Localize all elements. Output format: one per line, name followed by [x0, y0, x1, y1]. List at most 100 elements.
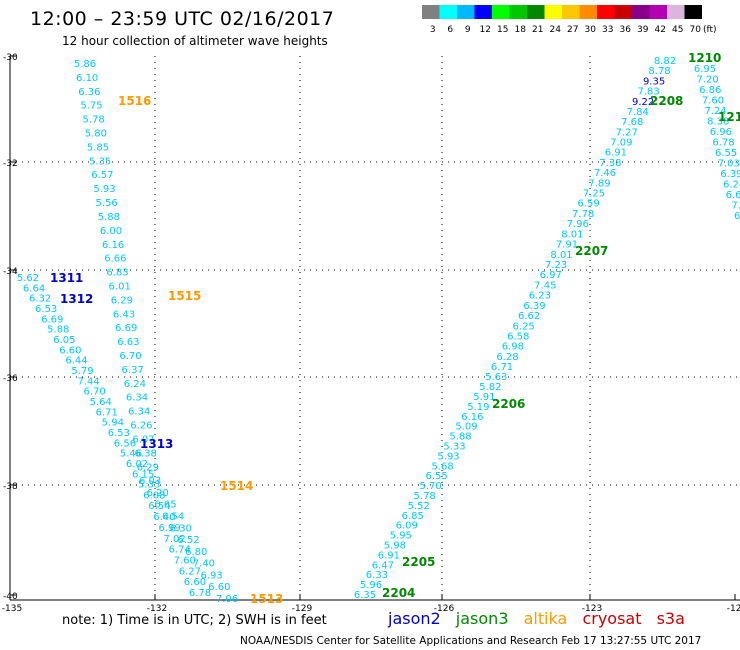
swh-value: 6.99	[158, 523, 180, 534]
swh-value: 7.44	[77, 376, 99, 387]
swh-value: 7.91	[556, 240, 578, 251]
swh-value: 5.62	[17, 273, 39, 284]
swh-value: 6.40	[153, 512, 175, 523]
swh-value: 6.39	[523, 301, 545, 312]
swh-value: 6.56	[114, 438, 136, 449]
track-id-label: 121	[718, 110, 740, 124]
scale-label: 24	[550, 25, 562, 35]
swh-value: 6.25	[513, 321, 535, 332]
swh-value: 6.53	[108, 428, 130, 439]
swh-value: 5.93	[437, 451, 459, 462]
track-id-label: 1516	[118, 94, 151, 108]
track-id-label: 2204	[382, 586, 415, 600]
track-id-label: 1313	[140, 437, 173, 451]
swh-value: 6.66	[104, 254, 126, 265]
swh-value: 6.69	[41, 314, 63, 325]
scale-label: 30	[585, 25, 597, 35]
swh-value: 6.65	[154, 500, 176, 511]
swh-value: 7.83	[637, 87, 659, 98]
swh-value: 6.07	[132, 434, 154, 445]
scale-swatch	[614, 5, 632, 19]
scale-swatch	[579, 5, 597, 19]
lon-label: -129	[292, 604, 313, 614]
swh-value: 6.63	[117, 337, 139, 348]
scale-swatch	[492, 5, 510, 19]
swh-value: 7.02	[164, 534, 186, 545]
scale-swatch	[439, 5, 457, 19]
swh-value: 6.00	[100, 226, 122, 237]
scale-label: 18	[515, 25, 527, 35]
swh-value: 6.10	[76, 73, 98, 84]
track-id-label: 1312	[60, 292, 93, 306]
swh-value: 5.35	[89, 156, 111, 167]
scale-swatch	[667, 5, 685, 19]
swh-value: 6.03	[139, 476, 161, 487]
legend-cryosat: cryosat	[582, 609, 642, 628]
swh-value: 5.80	[85, 129, 107, 140]
swh-value: 6.09	[396, 521, 418, 532]
swh-value: 5.52	[408, 501, 430, 512]
scale-swatch	[544, 5, 562, 19]
swh-value: 5.96	[360, 580, 382, 591]
scale-label: 3	[430, 25, 436, 35]
swh-value: 9.22	[632, 97, 654, 108]
swh-value: 6.24	[723, 180, 740, 191]
swh-value: 6.24	[124, 379, 146, 390]
swh-value: 6.62	[518, 311, 540, 322]
map-subtitle: 12 hour collection of altimeter wave hei…	[62, 34, 328, 48]
swh-value: 6.29	[111, 295, 133, 306]
swh-value: 6.96	[710, 127, 732, 138]
swh-value: 6.8	[734, 211, 740, 222]
swh-value: 5.78	[83, 115, 105, 126]
swh-value: 6.16	[102, 240, 124, 251]
scale-label: 12	[480, 25, 491, 35]
swh-value: 6.08	[143, 490, 165, 501]
lat-label: -38	[3, 482, 18, 492]
scale-label: 70	[690, 25, 702, 35]
map-title: 12:00 – 23:59 UTC 02/16/2017	[30, 8, 335, 30]
swh-value: 9.35	[643, 76, 665, 87]
lat-label: -40	[3, 592, 18, 602]
swh-value: 8.01	[561, 229, 583, 240]
swh-value: 7.60	[702, 96, 724, 107]
swh-value: 6.39	[720, 169, 740, 180]
scale-swatch	[422, 5, 440, 19]
swh-value: 5.63	[485, 372, 507, 383]
swh-value: 5.33	[443, 441, 465, 452]
lon-label: -135	[2, 604, 22, 614]
scale-swatch	[527, 5, 545, 19]
swh-value: 7.20	[697, 75, 719, 86]
track-id-label: 2208	[650, 94, 683, 108]
swh-value: 6.30	[170, 523, 192, 534]
swh-value: 7.38	[599, 158, 621, 169]
legend-s3a: s3a	[656, 609, 685, 628]
swh-value: 5.88	[98, 212, 120, 223]
scale-label: 6	[447, 25, 453, 35]
scale-swatch	[457, 5, 475, 19]
swh-value: 5.88	[449, 432, 471, 443]
track-id-label: 1513	[250, 592, 283, 606]
track-id-label: 1311	[50, 271, 83, 285]
swh-value: 6.80	[185, 547, 207, 558]
swh-value: 6.60	[184, 577, 206, 588]
swh-value: 5.91	[473, 392, 495, 403]
swh-value: 6.55	[425, 471, 447, 482]
swh-value: 7.25	[583, 188, 605, 199]
swh-value: 6.54	[162, 511, 184, 522]
swh-value: 7.03	[718, 159, 740, 170]
swh-value: 6.78	[189, 588, 211, 599]
swh-value: 7.23	[545, 260, 567, 271]
swh-value: 5.86	[74, 59, 96, 70]
swh-value: 7.78	[572, 209, 594, 220]
swh-value: 5.94	[102, 418, 124, 429]
swh-value: 8.82	[654, 56, 676, 67]
swh-value: 6.59	[577, 199, 599, 210]
swh-value: 6.91	[378, 550, 400, 561]
legend-jason3: jason3	[455, 609, 509, 628]
swh-value: 5.98	[384, 540, 406, 551]
scale-swatch	[562, 5, 580, 19]
swh-value: 6.78	[712, 138, 734, 149]
footer-note: note: 1) Time is in UTC; 2) SWH is in fe…	[62, 613, 327, 628]
swh-value: 6.70	[84, 387, 106, 398]
scale-label: 27	[567, 25, 578, 35]
